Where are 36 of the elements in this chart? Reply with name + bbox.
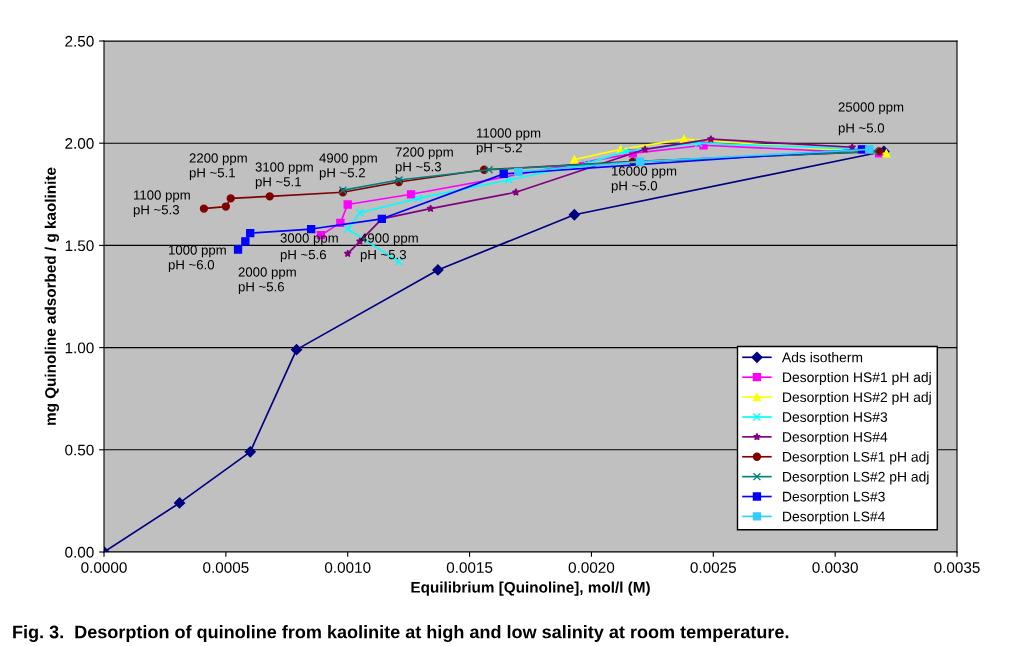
x-tick-label: 0.0000 [81,562,127,573]
annotation: 2000 ppm pH ~5.6 [238,267,296,294]
annotation: 2200 ppm pH ~5.1 [189,153,247,180]
x-tick-label: 0.0020 [568,562,615,573]
annotation: 25000 ppm pH ~5.0 [838,102,904,136]
annotation: 11000 ppm pH ~5.2 [476,128,541,155]
y-tick-label: 2.00 [65,138,94,149]
annotation: 7200 ppm pH ~5.3 [395,147,453,174]
legend-label: Desorption HS#4 [783,431,888,445]
legend-label: Desorption HS#2 pH adj [783,391,931,405]
annotation: 4900 ppm pH ~5.2 [319,153,377,180]
legend-label: Desorption LS#4 [783,511,885,525]
x-tick-label: 0.0030 [812,562,858,573]
y-tick-label: 1.50 [65,240,94,252]
caption: Fig. 3. Desorption of quinoline from kaolinite at high and low salinity at room temperature. [13,625,789,642]
x-tick-label: 0.0025 [690,562,737,573]
x-tick-label: 0.0010 [324,562,371,573]
legend-label: Desorption HS#3 [783,411,888,425]
x-tick-label: 0.0015 [446,562,493,573]
annotation: 3100 ppm pH ~5.1 [255,162,313,189]
annotation: 16000 ppm pH ~5.0 [611,166,677,193]
y-tick-label: 0.00 [65,546,94,558]
x-tick-label: 0.0005 [203,562,249,573]
legend-label: Desorption LS#1 pH adj [783,451,929,465]
annotation: 3000 ppm pH ~5.6 [280,233,338,262]
y-tick-label: 0.50 [65,444,94,456]
x-tick-label: 0.0035 [934,562,980,573]
y-tick-label: 1.00 [65,342,94,354]
legend-label: Ads isotherm [781,352,863,363]
y-axis-title: mg Quinoline adsorbed / g kaolinite [44,167,59,425]
legend-label: Desorption LS#2 pH adj [783,471,929,485]
legend-label: Desorption HS#1 pH adj [783,371,931,385]
y-tick-label: 2.50 [65,35,94,47]
annotation: 1100 ppm pH ~5.3 [133,190,190,217]
legend-label: Desorption LS#3 [783,491,885,505]
x-axis-title: Equilibrium [Quinoline], mol/l (M) [411,581,650,596]
